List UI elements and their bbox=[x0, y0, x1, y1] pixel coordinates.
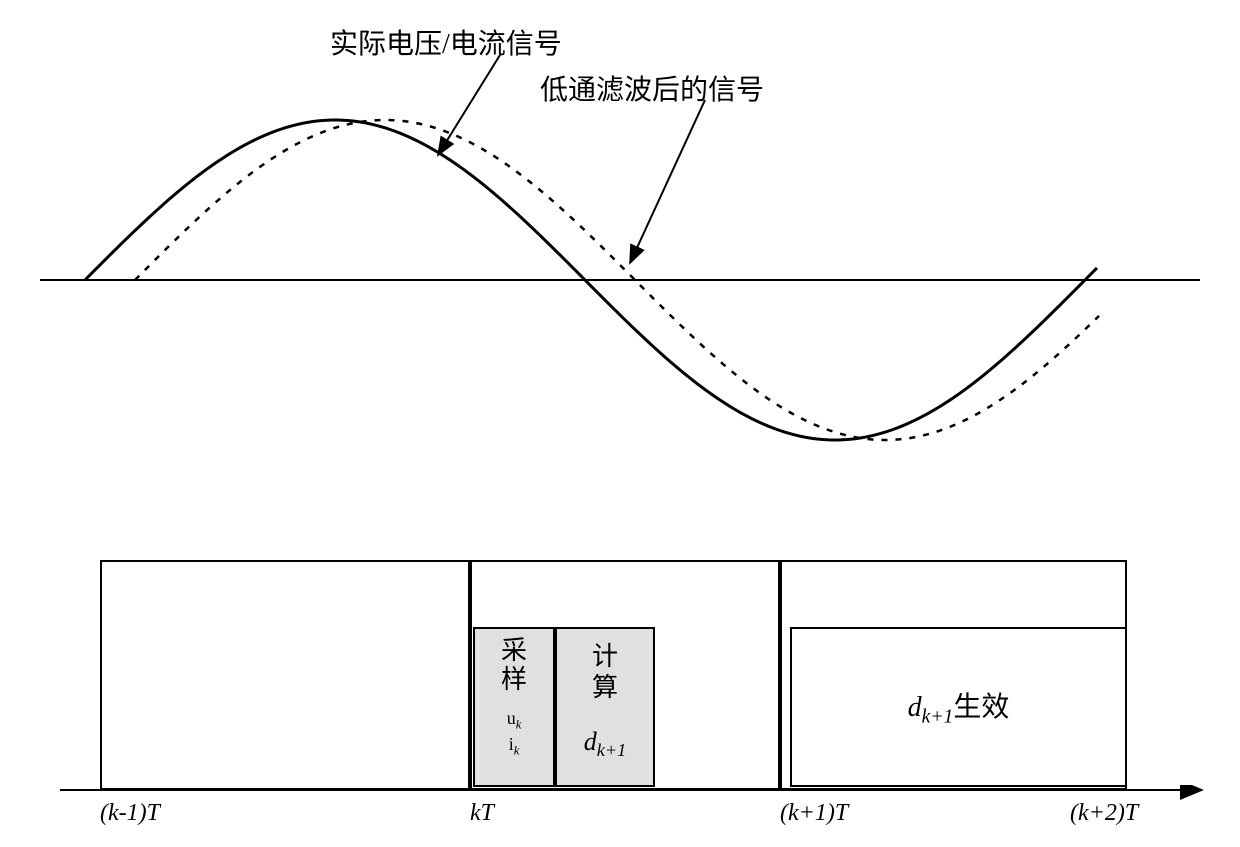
waveform-svg bbox=[0, 0, 1240, 520]
effect-text: dk+1生效 bbox=[908, 685, 1010, 729]
sample-vars: uk ik bbox=[475, 707, 553, 759]
calc-label: 计算 bbox=[557, 641, 653, 703]
effect-box: dk+1生效 bbox=[790, 627, 1127, 787]
tick-k-minus-1: (k-1)T bbox=[100, 800, 160, 827]
sample-box: 采样 uk ik bbox=[473, 627, 555, 787]
arrow-actual bbox=[438, 55, 500, 155]
tick-k-plus-2: (k+2)T bbox=[1070, 800, 1138, 827]
sample-label: 采样 bbox=[475, 637, 553, 694]
arrow-filtered bbox=[630, 100, 705, 263]
time-axis-svg bbox=[0, 785, 1240, 845]
calc-box: 计算 dk+1 bbox=[555, 627, 655, 787]
tick-k-plus-1: (k+1)T bbox=[780, 800, 848, 827]
tick-k: kT bbox=[470, 800, 494, 827]
calc-var: dk+1 bbox=[557, 727, 653, 761]
frame-k-minus-1 bbox=[100, 560, 470, 790]
